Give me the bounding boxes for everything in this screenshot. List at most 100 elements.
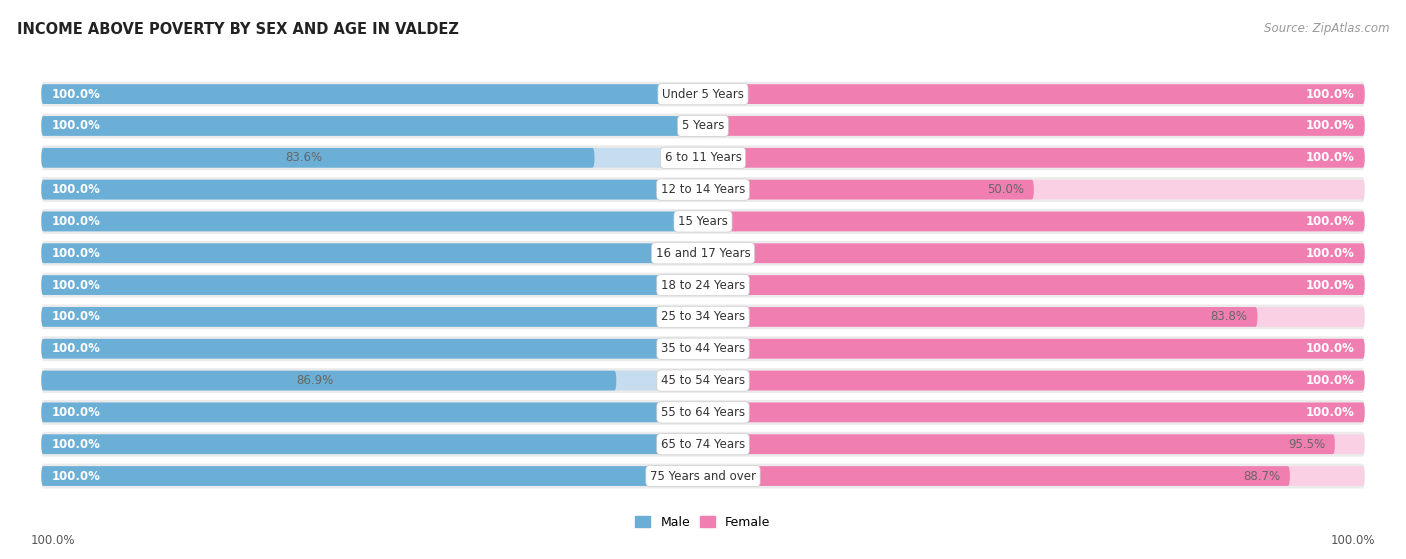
FancyBboxPatch shape xyxy=(41,307,703,327)
FancyBboxPatch shape xyxy=(41,211,703,231)
FancyBboxPatch shape xyxy=(41,243,703,263)
Text: 45 to 54 Years: 45 to 54 Years xyxy=(661,374,745,387)
FancyBboxPatch shape xyxy=(41,466,703,486)
FancyBboxPatch shape xyxy=(41,434,703,454)
FancyBboxPatch shape xyxy=(703,339,1365,359)
Text: 86.9%: 86.9% xyxy=(295,374,333,387)
Text: 100.0%: 100.0% xyxy=(1306,151,1355,164)
FancyBboxPatch shape xyxy=(41,243,703,263)
FancyBboxPatch shape xyxy=(703,116,1365,136)
Text: 100.0%: 100.0% xyxy=(51,120,100,132)
Text: 18 to 24 Years: 18 to 24 Years xyxy=(661,278,745,292)
FancyBboxPatch shape xyxy=(703,148,1365,168)
FancyBboxPatch shape xyxy=(703,434,1334,454)
FancyBboxPatch shape xyxy=(41,84,703,104)
FancyBboxPatch shape xyxy=(703,243,1365,263)
FancyBboxPatch shape xyxy=(41,241,1365,266)
FancyBboxPatch shape xyxy=(41,339,703,359)
Text: 100.0%: 100.0% xyxy=(51,406,100,419)
FancyBboxPatch shape xyxy=(703,402,1365,422)
FancyBboxPatch shape xyxy=(41,307,703,327)
Text: 100.0%: 100.0% xyxy=(1306,278,1355,292)
Text: 88.7%: 88.7% xyxy=(1243,470,1279,482)
Text: 100.0%: 100.0% xyxy=(1306,215,1355,228)
Text: 100.0%: 100.0% xyxy=(51,88,100,101)
FancyBboxPatch shape xyxy=(41,82,1365,107)
FancyBboxPatch shape xyxy=(41,275,703,295)
FancyBboxPatch shape xyxy=(703,180,1365,200)
Text: 100.0%: 100.0% xyxy=(51,310,100,324)
Text: Source: ZipAtlas.com: Source: ZipAtlas.com xyxy=(1264,22,1389,35)
FancyBboxPatch shape xyxy=(41,148,595,168)
Text: 100.0%: 100.0% xyxy=(31,534,76,547)
Text: 75 Years and over: 75 Years and over xyxy=(650,470,756,482)
Text: INCOME ABOVE POVERTY BY SEX AND AGE IN VALDEZ: INCOME ABOVE POVERTY BY SEX AND AGE IN V… xyxy=(17,22,458,37)
FancyBboxPatch shape xyxy=(41,466,703,486)
FancyBboxPatch shape xyxy=(703,307,1257,327)
Text: 100.0%: 100.0% xyxy=(51,278,100,292)
FancyBboxPatch shape xyxy=(41,273,1365,297)
FancyBboxPatch shape xyxy=(41,177,1365,202)
FancyBboxPatch shape xyxy=(703,466,1365,486)
Text: 95.5%: 95.5% xyxy=(1288,438,1324,451)
FancyBboxPatch shape xyxy=(41,337,1365,361)
Text: 5 Years: 5 Years xyxy=(682,120,724,132)
Text: 100.0%: 100.0% xyxy=(1306,247,1355,260)
FancyBboxPatch shape xyxy=(703,371,1365,390)
Text: 83.6%: 83.6% xyxy=(285,151,322,164)
FancyBboxPatch shape xyxy=(41,116,703,136)
FancyBboxPatch shape xyxy=(41,432,1365,457)
FancyBboxPatch shape xyxy=(41,113,1365,139)
FancyBboxPatch shape xyxy=(41,209,1365,234)
FancyBboxPatch shape xyxy=(41,180,703,200)
FancyBboxPatch shape xyxy=(703,116,1365,136)
FancyBboxPatch shape xyxy=(41,402,703,422)
FancyBboxPatch shape xyxy=(703,180,1033,200)
FancyBboxPatch shape xyxy=(703,466,1289,486)
FancyBboxPatch shape xyxy=(41,339,703,359)
FancyBboxPatch shape xyxy=(41,145,1365,170)
Text: 55 to 64 Years: 55 to 64 Years xyxy=(661,406,745,419)
FancyBboxPatch shape xyxy=(41,371,703,390)
FancyBboxPatch shape xyxy=(703,243,1365,263)
Text: 100.0%: 100.0% xyxy=(51,438,100,451)
FancyBboxPatch shape xyxy=(41,116,703,136)
FancyBboxPatch shape xyxy=(703,211,1365,231)
FancyBboxPatch shape xyxy=(41,463,1365,489)
FancyBboxPatch shape xyxy=(703,148,1365,168)
Text: 35 to 44 Years: 35 to 44 Years xyxy=(661,342,745,355)
Text: 16 and 17 Years: 16 and 17 Years xyxy=(655,247,751,260)
Text: 83.8%: 83.8% xyxy=(1211,310,1247,324)
FancyBboxPatch shape xyxy=(41,84,703,104)
FancyBboxPatch shape xyxy=(703,275,1365,295)
FancyBboxPatch shape xyxy=(41,368,1365,393)
Text: Under 5 Years: Under 5 Years xyxy=(662,88,744,101)
Text: 100.0%: 100.0% xyxy=(51,470,100,482)
Text: 100.0%: 100.0% xyxy=(1306,374,1355,387)
Text: 65 to 74 Years: 65 to 74 Years xyxy=(661,438,745,451)
Legend: Male, Female: Male, Female xyxy=(630,511,776,534)
FancyBboxPatch shape xyxy=(41,371,616,390)
FancyBboxPatch shape xyxy=(41,211,703,231)
Text: 100.0%: 100.0% xyxy=(51,247,100,260)
FancyBboxPatch shape xyxy=(703,434,1365,454)
FancyBboxPatch shape xyxy=(41,180,703,200)
FancyBboxPatch shape xyxy=(703,402,1365,422)
Text: 100.0%: 100.0% xyxy=(1306,342,1355,355)
FancyBboxPatch shape xyxy=(41,275,703,295)
Text: 100.0%: 100.0% xyxy=(1330,534,1375,547)
FancyBboxPatch shape xyxy=(41,434,703,454)
FancyBboxPatch shape xyxy=(703,211,1365,231)
FancyBboxPatch shape xyxy=(703,371,1365,390)
Text: 100.0%: 100.0% xyxy=(1306,406,1355,419)
Text: 100.0%: 100.0% xyxy=(1306,120,1355,132)
FancyBboxPatch shape xyxy=(41,400,1365,425)
FancyBboxPatch shape xyxy=(41,305,1365,329)
FancyBboxPatch shape xyxy=(703,84,1365,104)
Text: 25 to 34 Years: 25 to 34 Years xyxy=(661,310,745,324)
FancyBboxPatch shape xyxy=(703,307,1365,327)
Text: 100.0%: 100.0% xyxy=(51,183,100,196)
FancyBboxPatch shape xyxy=(703,275,1365,295)
FancyBboxPatch shape xyxy=(41,402,703,422)
FancyBboxPatch shape xyxy=(41,148,703,168)
